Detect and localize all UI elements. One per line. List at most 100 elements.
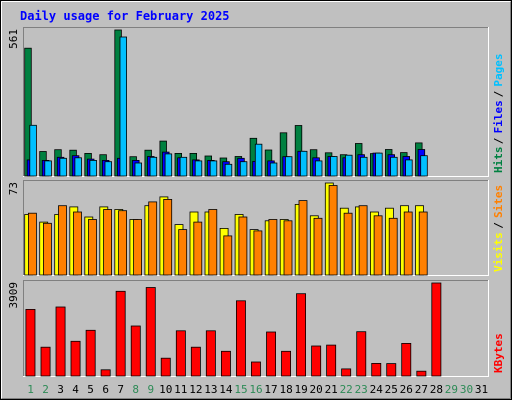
bar-pages-day-9 xyxy=(149,156,158,177)
x-tick-label: 31 xyxy=(475,383,488,396)
bar-pages-day-23 xyxy=(360,156,368,177)
chart-title: Daily usage for February 2025 xyxy=(20,9,230,23)
bar-kbytes-day-25 xyxy=(386,363,397,377)
bar-pages-day-16 xyxy=(254,143,263,177)
x-tick-label: 3 xyxy=(57,383,64,396)
x-tick-label: 9 xyxy=(147,383,154,396)
bar-kbytes-day-2 xyxy=(40,346,51,377)
bar-kbytes-day-19 xyxy=(296,293,307,377)
bar-sites-day-12 xyxy=(193,221,203,276)
x-tick-label: 12 xyxy=(189,383,202,396)
panel-background xyxy=(23,280,489,377)
legend-hits: Hits xyxy=(492,147,505,174)
bar-kbytes-day-3 xyxy=(55,306,66,377)
bar-sites-day-4 xyxy=(73,211,82,276)
panel-3: 3909 xyxy=(7,280,489,377)
legend-panel-1: Hits / Files / Pages xyxy=(492,53,505,173)
bar-kbytes-day-28 xyxy=(431,282,442,377)
bar-pages-day-24 xyxy=(375,152,383,177)
panel-max-label: 3909 xyxy=(7,282,20,309)
bar-kbytes-day-26 xyxy=(401,342,412,377)
x-tick-label: 13 xyxy=(204,383,217,396)
bar-kbytes-day-11 xyxy=(175,330,186,377)
legend-kbytes: KBytes xyxy=(492,333,505,373)
bar-kbytes-day-21 xyxy=(326,344,337,377)
bar-sites-day-5 xyxy=(88,219,97,276)
bar-pages-day-21 xyxy=(330,156,338,177)
bar-pages-day-10 xyxy=(164,153,173,177)
bar-sites-day-22 xyxy=(343,212,353,276)
bar-pages-day-12 xyxy=(194,160,203,177)
bar-sites-day-8 xyxy=(133,219,143,276)
x-tick-label: 2 xyxy=(42,383,49,396)
x-tick-label: 6 xyxy=(102,383,109,396)
bar-pages-day-4 xyxy=(74,157,82,177)
panel-2: 73 xyxy=(7,180,489,276)
x-tick-label: 17 xyxy=(264,383,277,396)
bar-sites-day-16 xyxy=(253,230,263,276)
x-tick-label: 15 xyxy=(234,383,247,396)
bar-sites-day-9 xyxy=(148,201,158,276)
bar-kbytes-day-8 xyxy=(130,325,141,377)
bar-sites-day-27 xyxy=(418,211,428,276)
bar-pages-day-15 xyxy=(239,161,248,177)
x-tick-label: 16 xyxy=(249,383,262,396)
legend-separator: / xyxy=(492,137,505,144)
x-tick-label: 5 xyxy=(87,383,94,396)
x-tick-label: 1 xyxy=(27,383,34,396)
legend-panel-3: KBytes xyxy=(492,333,505,373)
legend-files: Files xyxy=(492,100,505,133)
bar-pages-day-19 xyxy=(299,150,308,177)
bar-sites-day-19 xyxy=(298,200,308,276)
legend-pages: Pages xyxy=(492,53,505,86)
bar-sites-day-6 xyxy=(103,209,112,276)
x-tick-label: 22 xyxy=(340,383,353,396)
legend-panel-2: Visits / Sites xyxy=(492,185,505,272)
x-tick-label: 20 xyxy=(309,383,322,396)
bar-kbytes-day-20 xyxy=(311,345,322,377)
bar-sites-day-18 xyxy=(283,220,293,276)
bar-pages-day-3 xyxy=(59,157,67,177)
x-tick-label: 28 xyxy=(430,383,443,396)
bar-kbytes-day-24 xyxy=(371,362,382,377)
bar-kbytes-day-10 xyxy=(160,357,171,377)
panel-max-label: 73 xyxy=(7,182,20,195)
bar-pages-day-22 xyxy=(345,154,353,177)
x-tick-label: 8 xyxy=(132,383,139,396)
x-tick-label: 19 xyxy=(294,383,307,396)
bar-sites-day-2 xyxy=(43,222,52,276)
x-tick-label: 14 xyxy=(219,383,233,396)
bar-kbytes-day-15 xyxy=(235,300,246,377)
x-tick-label: 30 xyxy=(460,383,473,396)
bar-kbytes-day-1 xyxy=(25,308,36,377)
bar-sites-day-3 xyxy=(58,205,67,276)
panel-1: 561 xyxy=(7,27,489,177)
x-tick-label: 7 xyxy=(117,383,124,396)
legend-separator: / xyxy=(492,222,505,229)
bar-sites-day-26 xyxy=(403,211,413,276)
bar-pages-day-25 xyxy=(390,156,398,177)
legend-separator: / xyxy=(492,90,505,97)
x-tick-label: 11 xyxy=(174,383,187,396)
bar-sites-day-21 xyxy=(328,185,338,276)
bar-sites-day-24 xyxy=(373,215,383,276)
x-tick-label: 24 xyxy=(370,383,384,396)
bar-pages-day-18 xyxy=(284,156,293,177)
x-tick-label: 26 xyxy=(400,383,413,396)
bar-pages-day-13 xyxy=(209,160,218,177)
bar-kbytes-day-12 xyxy=(190,346,201,377)
bar-sites-day-17 xyxy=(268,219,278,276)
bar-kbytes-day-6 xyxy=(100,369,111,377)
bar-pages-day-11 xyxy=(179,156,188,177)
bar-pages-day-6 xyxy=(104,161,112,177)
x-tick-label: 23 xyxy=(355,383,368,396)
bar-kbytes-day-9 xyxy=(145,287,156,377)
bar-sites-day-14 xyxy=(223,235,233,276)
x-tick-label: 25 xyxy=(385,383,398,396)
legend-visits: Visits xyxy=(492,232,505,272)
bar-sites-day-10 xyxy=(163,198,173,276)
bar-pages-day-1 xyxy=(29,124,37,177)
panel-max-label: 561 xyxy=(7,29,20,49)
bar-kbytes-day-16 xyxy=(250,361,261,377)
bar-pages-day-27 xyxy=(420,155,428,177)
